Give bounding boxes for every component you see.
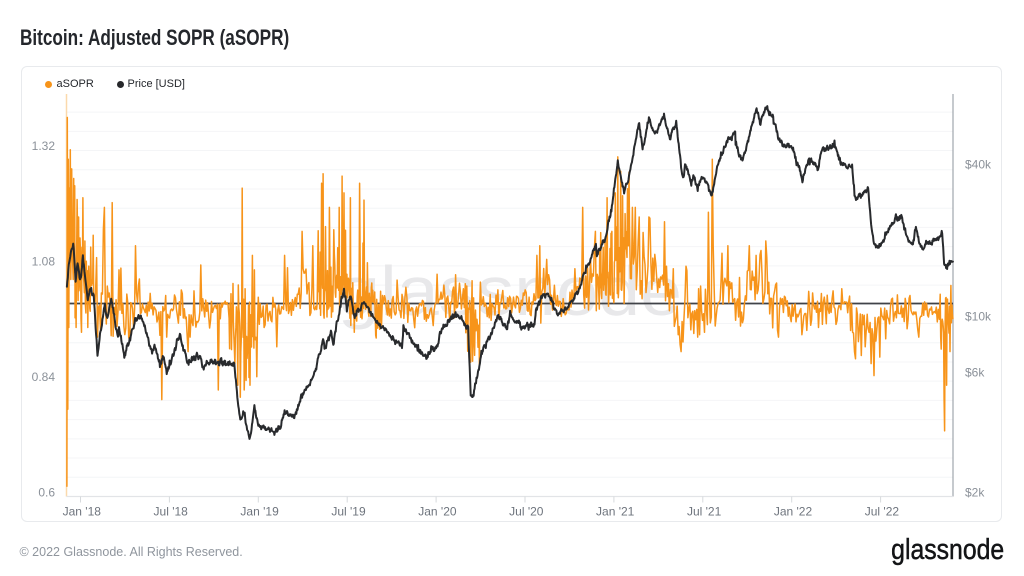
- svg-text:1.32: 1.32: [32, 139, 56, 153]
- svg-text:Jan '19: Jan '19: [240, 505, 279, 519]
- svg-text:Jan '22: Jan '22: [774, 505, 813, 519]
- svg-text:1.08: 1.08: [32, 255, 56, 269]
- svg-text:Jul '18: Jul '18: [154, 505, 189, 519]
- svg-text:Jan '18: Jan '18: [63, 505, 102, 519]
- svg-text:Jan '20: Jan '20: [418, 505, 457, 519]
- svg-text:0.6: 0.6: [38, 485, 55, 499]
- svg-text:$40k: $40k: [965, 158, 992, 172]
- svg-text:Jul '21: Jul '21: [687, 505, 722, 519]
- svg-text:0.84: 0.84: [32, 370, 56, 384]
- svg-text:Jul '22: Jul '22: [865, 505, 900, 519]
- svg-text:Jul '20: Jul '20: [509, 505, 544, 519]
- svg-text:$2k: $2k: [965, 486, 985, 500]
- svg-text:Jul '19: Jul '19: [331, 505, 366, 519]
- svg-text:Jan '21: Jan '21: [596, 505, 635, 519]
- svg-text:$6k: $6k: [965, 366, 985, 380]
- svg-text:$10k: $10k: [965, 309, 992, 323]
